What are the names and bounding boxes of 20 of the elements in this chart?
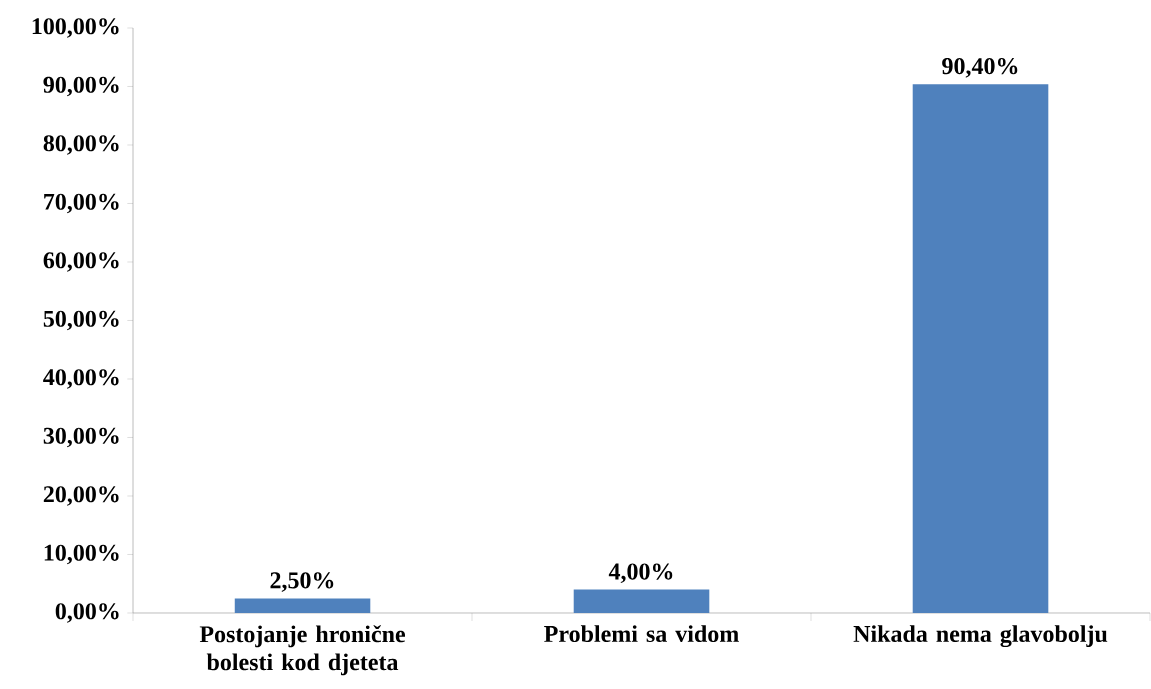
bar [912, 84, 1049, 613]
y-tick-label: 60,00% [43, 252, 119, 272]
y-tick-label: 30,00% [43, 427, 119, 448]
x-tick-label: Postojanje hronične bolesti kod djeteta [199, 625, 406, 676]
bar [573, 589, 710, 613]
y-tick-label: 100,00% [32, 18, 119, 38]
y-tick-label: 80,00% [43, 135, 119, 155]
y-tick-label: 70,00% [44, 193, 119, 214]
y-tick-label: 0,00% [55, 603, 119, 623]
x-tick-label: Nikada nema glavobolju [853, 625, 1108, 648]
data-label: 4,00% [608, 563, 673, 584]
y-tick-label: 40,00% [43, 369, 119, 389]
data-label: 90,40% [942, 58, 1018, 78]
x-tick-label: Problemi sa vidom [544, 625, 739, 643]
y-tick-label: 50,00% [43, 310, 119, 331]
y-tick-label: 90,00% [43, 76, 119, 97]
data-label: 2,50% [270, 572, 334, 592]
y-tick-label: 10,00% [44, 544, 119, 565]
bar [234, 598, 371, 613]
y-tick-label: 20,00% [43, 486, 119, 506]
